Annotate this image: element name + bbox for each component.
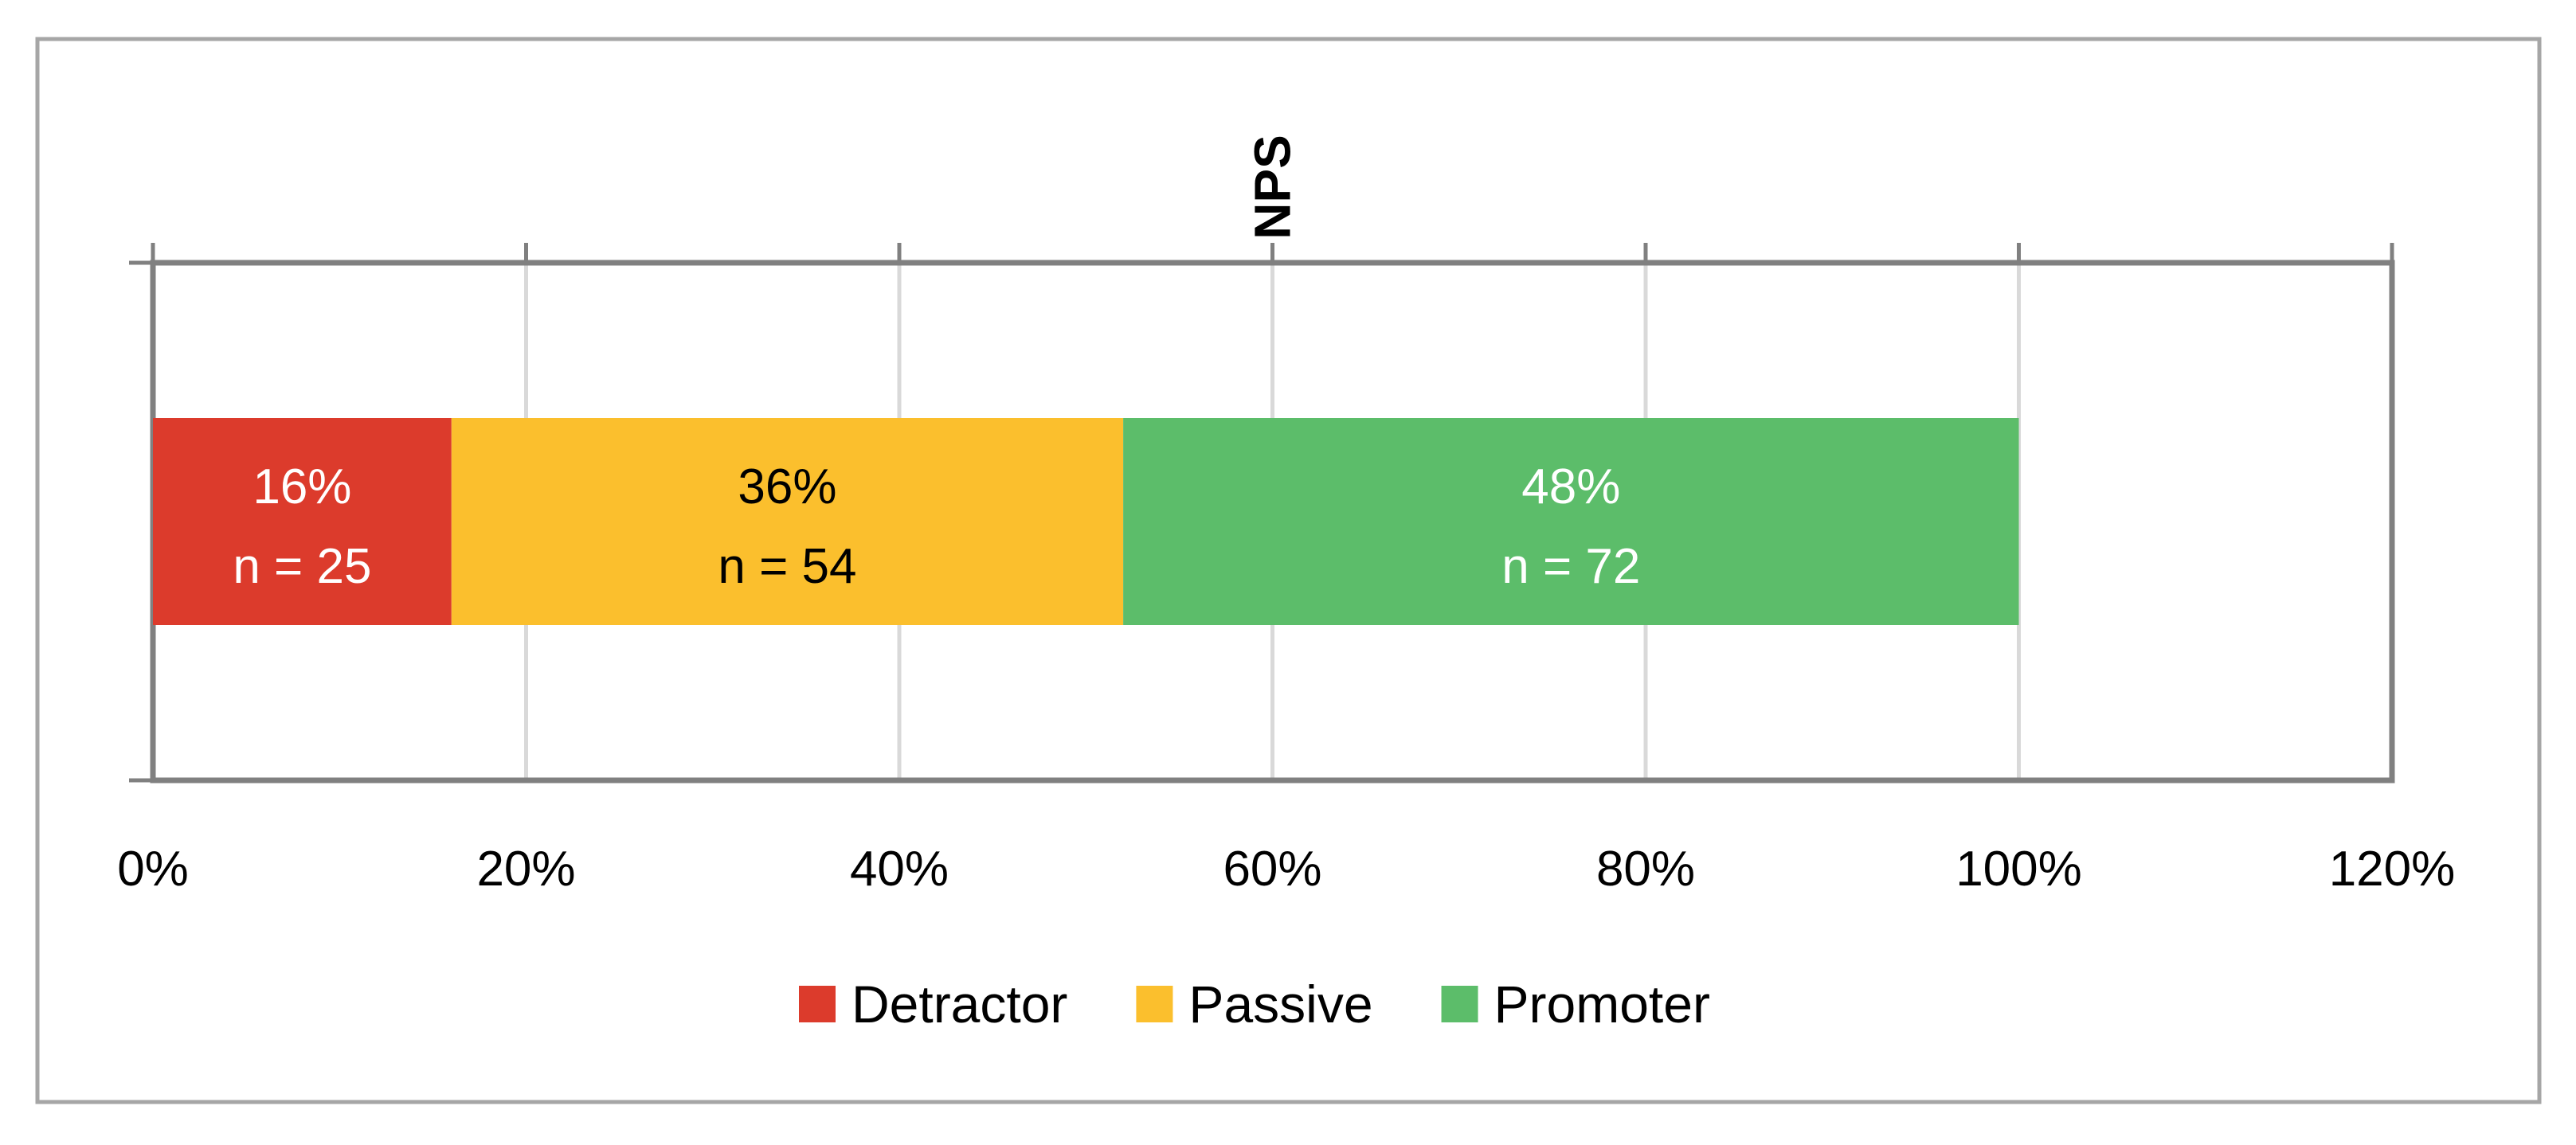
data-label-count: n = 72 bbox=[1501, 539, 1640, 594]
legend-swatch-detractor bbox=[799, 986, 836, 1022]
x-tick-label: 60% bbox=[1223, 842, 1321, 897]
bars bbox=[153, 418, 2019, 625]
legend-label-promoter: Promoter bbox=[1494, 975, 1710, 1034]
axis-ticks bbox=[129, 243, 2394, 783]
data-label-percent: 36% bbox=[738, 459, 836, 514]
legend-label-passive: Passive bbox=[1188, 975, 1372, 1034]
x-tick-label: 20% bbox=[476, 842, 575, 897]
legend-label-detractor: Detractor bbox=[851, 975, 1067, 1034]
data-labels: 16% n = 25 36% n = 54 48% n = 72 bbox=[233, 459, 1640, 594]
x-tick-label: 0% bbox=[117, 842, 189, 897]
legend-swatch-passive bbox=[1136, 986, 1173, 1022]
data-label-count: n = 54 bbox=[718, 539, 856, 594]
bar-segment-detractor bbox=[153, 418, 452, 625]
data-label-count: n = 25 bbox=[233, 539, 371, 594]
legend: Detractor Passive Promoter bbox=[799, 975, 1710, 1034]
bar-segment-promoter bbox=[1123, 418, 2019, 625]
legend-swatch-promoter bbox=[1441, 986, 1478, 1022]
data-label-percent: 48% bbox=[1521, 459, 1620, 514]
x-tick-label: 100% bbox=[1955, 842, 2082, 897]
axis-title: NPS bbox=[1244, 135, 1302, 240]
bar-segment-passive bbox=[451, 418, 1124, 625]
data-label-percent: 16% bbox=[253, 459, 351, 514]
x-tick-label: 80% bbox=[1596, 842, 1695, 897]
x-tick-labels: 0% 20% 40% 60% 80% 100% 120% bbox=[117, 842, 2455, 897]
x-tick-label: 120% bbox=[2329, 842, 2456, 897]
x-tick-label: 40% bbox=[850, 842, 949, 897]
